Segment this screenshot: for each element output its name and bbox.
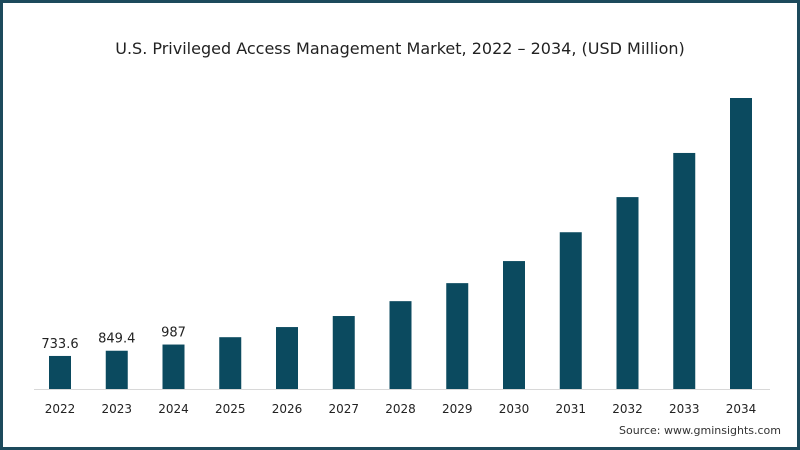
bar-2022 (49, 355, 71, 389)
x-tick-label: 2032 (612, 402, 643, 416)
x-tick-label: 2034 (726, 402, 757, 416)
bar-2023 (105, 350, 128, 389)
x-tick-label: 2023 (101, 402, 132, 416)
x-tick-label: 2027 (328, 402, 359, 416)
x-tick-label: 2022 (45, 402, 76, 416)
x-tick-label: 2025 (215, 402, 246, 416)
bar-2032 (616, 197, 639, 389)
bar-2030 (503, 261, 525, 389)
source-note: Source: www.gminsights.com (619, 424, 781, 437)
data-label: 733.6 (41, 337, 78, 352)
x-tick-label: 2026 (272, 402, 303, 416)
x-tick-label: 2028 (385, 402, 416, 416)
chart-title: U.S. Privileged Access Management Market… (115, 39, 685, 58)
x-tick-label: 2024 (158, 402, 189, 416)
bar-2027 (332, 316, 355, 389)
x-tick-label: 2030 (499, 402, 530, 416)
bar-2028 (389, 301, 412, 389)
data-label: 849.4 (98, 332, 135, 347)
x-tick-label: 2033 (669, 402, 700, 416)
bar-2025 (219, 337, 242, 389)
x-tick-label: 2029 (442, 402, 473, 416)
bar-2029 (446, 283, 469, 389)
x-tick-label: 2031 (555, 402, 586, 416)
bar-2034 (730, 98, 752, 389)
bar-2031 (559, 232, 582, 389)
bar-2033 (673, 152, 696, 389)
bar-2024 (162, 344, 185, 389)
data-label: 987 (161, 326, 186, 341)
bar-2026 (276, 327, 298, 389)
